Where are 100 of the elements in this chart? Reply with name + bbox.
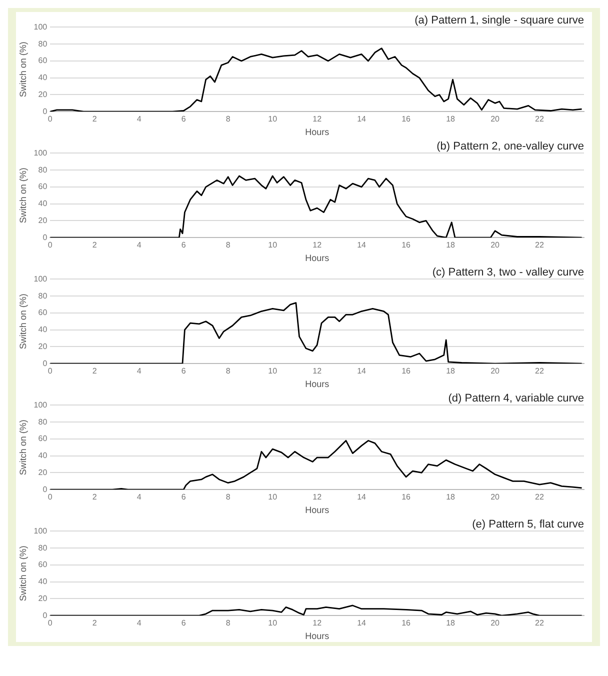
y-tick-label: 80: [38, 165, 48, 174]
y-tick-label: 100: [34, 22, 48, 32]
y-tick-label: 100: [34, 274, 48, 284]
y-tick-label: 40: [38, 451, 48, 460]
y-tick-label: 20: [38, 594, 48, 603]
y-tick-label: 0: [42, 106, 48, 116]
x-tick-label: 2: [92, 618, 98, 628]
y-tick-label: 60: [38, 308, 48, 318]
y-tick-label: 100: [34, 526, 48, 536]
x-tick-label: 18: [446, 492, 456, 502]
x-tick-label: 6: [181, 114, 186, 124]
y-tick-label: 20: [38, 90, 48, 99]
x-tick-label: 6: [181, 366, 186, 376]
y-tick-label: 80: [38, 291, 48, 300]
x-tick-label: 14: [357, 366, 367, 376]
x-tick-label: 6: [181, 240, 186, 250]
x-tick-label: 6: [181, 618, 186, 628]
x-tick-label: 4: [136, 618, 142, 628]
x-tick-label: 12: [312, 492, 322, 502]
chart-title: (e) Pattern 5, flat curve: [472, 518, 584, 531]
x-tick-label: 16: [402, 492, 412, 502]
x-tick-label: 2: [92, 492, 98, 502]
y-tick-label: 20: [38, 216, 48, 225]
x-tick-label: 8: [226, 492, 231, 502]
x-tick-label: 8: [226, 366, 231, 376]
y-tick-label: 40: [38, 577, 48, 586]
y-tick-label: 100: [34, 400, 48, 410]
x-tick-label: 2: [92, 240, 98, 250]
y-tick-label: 80: [38, 417, 48, 426]
x-axis-title: Hours: [305, 505, 330, 516]
x-tick-label: 2: [92, 114, 98, 124]
x-tick-label: 22: [535, 240, 545, 250]
x-tick-label: 22: [535, 618, 545, 628]
x-tick-label: 14: [357, 240, 367, 250]
y-tick-label: 60: [38, 434, 48, 444]
x-tick-label: 16: [402, 240, 412, 250]
x-tick-label: 10: [268, 618, 278, 628]
x-axis-title: Hours: [305, 631, 330, 642]
y-axis-title: Switch on (%): [18, 42, 28, 98]
y-tick-label: 40: [38, 199, 48, 208]
x-tick-label: 4: [136, 114, 142, 124]
x-tick-label: 18: [446, 240, 456, 250]
x-tick-label: 8: [226, 618, 231, 628]
x-tick-label: 12: [312, 366, 322, 376]
y-axis-title: Switch on (%): [18, 420, 28, 476]
x-tick-label: 22: [535, 492, 545, 502]
x-tick-label: 8: [226, 114, 231, 124]
y-tick-label: 20: [38, 342, 48, 351]
x-axis-title: Hours: [305, 379, 330, 390]
y-tick-label: 60: [38, 182, 48, 192]
x-tick-label: 10: [268, 492, 278, 502]
y-tick-label: 40: [38, 73, 48, 82]
y-tick-label: 0: [42, 610, 48, 620]
x-tick-label: 20: [490, 366, 500, 376]
y-tick-label: 0: [42, 484, 48, 494]
x-tick-label: 16: [402, 114, 412, 124]
y-tick-label: 0: [42, 358, 48, 368]
y-tick-label: 80: [38, 39, 48, 48]
y-tick-label: 0: [42, 232, 48, 242]
chart-title: (c) Pattern 3, two - valley curve: [432, 266, 584, 279]
x-tick-label: 20: [490, 114, 500, 124]
x-tick-label: 10: [268, 240, 278, 250]
x-tick-label: 16: [402, 618, 412, 628]
x-tick-label: 10: [268, 114, 278, 124]
x-tick-label: 22: [535, 366, 545, 376]
y-tick-label: 80: [38, 543, 48, 552]
x-axis-title: Hours: [305, 253, 330, 264]
y-tick-label: 40: [38, 325, 48, 334]
x-tick-label: 12: [312, 114, 322, 124]
x-tick-label: 20: [490, 618, 500, 628]
x-tick-label: 18: [446, 114, 456, 124]
x-tick-label: 4: [136, 240, 142, 250]
x-axis-title: Hours: [305, 127, 330, 138]
x-tick-label: 22: [535, 114, 545, 124]
y-tick-label: 60: [38, 56, 48, 66]
y-tick-label: 60: [38, 560, 48, 570]
x-tick-label: 12: [312, 618, 322, 628]
chart-title: (a) Pattern 1, single - square curve: [414, 14, 584, 27]
x-tick-label: 16: [402, 366, 412, 376]
x-tick-label: 18: [446, 366, 456, 376]
x-tick-label: 2: [92, 366, 98, 376]
x-tick-label: 12: [312, 240, 322, 250]
y-tick-label: 100: [34, 148, 48, 158]
y-axis-title: Switch on (%): [18, 546, 28, 602]
x-tick-label: 20: [490, 492, 500, 502]
x-tick-label: 14: [357, 618, 367, 628]
y-axis-title: Switch on (%): [18, 294, 28, 350]
x-tick-label: 14: [357, 114, 367, 124]
y-axis-title: Switch on (%): [18, 168, 28, 224]
x-tick-label: 20: [490, 240, 500, 250]
x-tick-label: 6: [181, 492, 186, 502]
x-tick-label: 18: [446, 618, 456, 628]
x-tick-label: 8: [226, 240, 231, 250]
x-tick-label: 10: [268, 366, 278, 376]
x-tick-label: 4: [136, 366, 142, 376]
chart-title: (b) Pattern 2, one-valley curve: [436, 140, 584, 153]
y-tick-label: 20: [38, 468, 48, 477]
x-tick-label: 4: [136, 492, 142, 502]
x-tick-label: 14: [357, 492, 367, 502]
chart-title: (d) Pattern 4, variable curve: [448, 392, 584, 405]
